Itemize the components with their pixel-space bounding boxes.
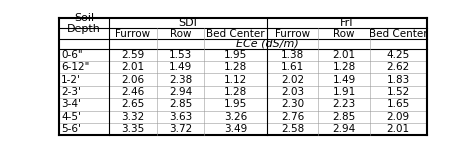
Text: 6-12": 6-12" <box>61 62 90 72</box>
Text: Soil
Depth: Soil Depth <box>67 12 101 34</box>
Text: 3.35: 3.35 <box>121 124 145 134</box>
Text: 3-4': 3-4' <box>61 99 81 109</box>
Text: 2.03: 2.03 <box>281 87 304 97</box>
Text: 2.01: 2.01 <box>387 124 410 134</box>
Text: 1.49: 1.49 <box>169 62 192 72</box>
Text: 3.26: 3.26 <box>224 112 247 122</box>
Text: Row: Row <box>170 29 191 38</box>
Text: Row: Row <box>333 29 355 38</box>
Text: 2.85: 2.85 <box>169 99 192 109</box>
Text: 2.59: 2.59 <box>121 50 145 60</box>
Text: 2.85: 2.85 <box>332 112 356 122</box>
Text: 3.72: 3.72 <box>169 124 192 134</box>
Text: Bed Center: Bed Center <box>206 29 265 38</box>
Text: 4.25: 4.25 <box>386 50 410 60</box>
Text: 2.94: 2.94 <box>332 124 356 134</box>
Text: 2.94: 2.94 <box>169 87 192 97</box>
Text: 3.32: 3.32 <box>121 112 145 122</box>
Text: 2.46: 2.46 <box>121 87 145 97</box>
Text: 1.91: 1.91 <box>332 87 356 97</box>
Text: 2.09: 2.09 <box>387 112 410 122</box>
Text: 5-6': 5-6' <box>61 124 81 134</box>
Text: 2.06: 2.06 <box>121 75 144 85</box>
Text: 1.28: 1.28 <box>224 62 247 72</box>
Text: 1.12: 1.12 <box>224 75 247 85</box>
Text: 2.01: 2.01 <box>121 62 144 72</box>
Text: 1.49: 1.49 <box>332 75 356 85</box>
Text: Furrow: Furrow <box>275 29 310 38</box>
Text: 2.38: 2.38 <box>169 75 192 85</box>
Text: 1.65: 1.65 <box>386 99 410 109</box>
Text: 2.30: 2.30 <box>281 99 304 109</box>
Text: 1.52: 1.52 <box>386 87 410 97</box>
Text: 1.28: 1.28 <box>224 87 247 97</box>
Text: 1.28: 1.28 <box>332 62 356 72</box>
Text: 0-6": 0-6" <box>61 50 82 60</box>
Text: 1.83: 1.83 <box>386 75 410 85</box>
Text: Furrow: Furrow <box>115 29 150 38</box>
Text: 4-5': 4-5' <box>61 112 81 122</box>
Text: 2.01: 2.01 <box>332 50 356 60</box>
Text: 2.76: 2.76 <box>281 112 304 122</box>
Text: 1.61: 1.61 <box>281 62 304 72</box>
Text: 2.02: 2.02 <box>281 75 304 85</box>
Text: 2.62: 2.62 <box>386 62 410 72</box>
Text: 3.63: 3.63 <box>169 112 192 122</box>
Text: 1.95: 1.95 <box>224 50 247 60</box>
Text: 2-3': 2-3' <box>61 87 81 97</box>
Text: Bed Center: Bed Center <box>369 29 428 38</box>
Text: 2.65: 2.65 <box>121 99 145 109</box>
Text: FrI: FrI <box>340 18 354 28</box>
Text: SDI: SDI <box>178 18 197 28</box>
Text: 2.58: 2.58 <box>281 124 304 134</box>
Text: 1.95: 1.95 <box>224 99 247 109</box>
Text: 2.23: 2.23 <box>332 99 356 109</box>
Text: 1.38: 1.38 <box>281 50 304 60</box>
Text: 1.53: 1.53 <box>169 50 192 60</box>
Text: ECe (dS/m): ECe (dS/m) <box>237 39 299 49</box>
Text: 1-2': 1-2' <box>61 75 81 85</box>
Text: 3.49: 3.49 <box>224 124 247 134</box>
